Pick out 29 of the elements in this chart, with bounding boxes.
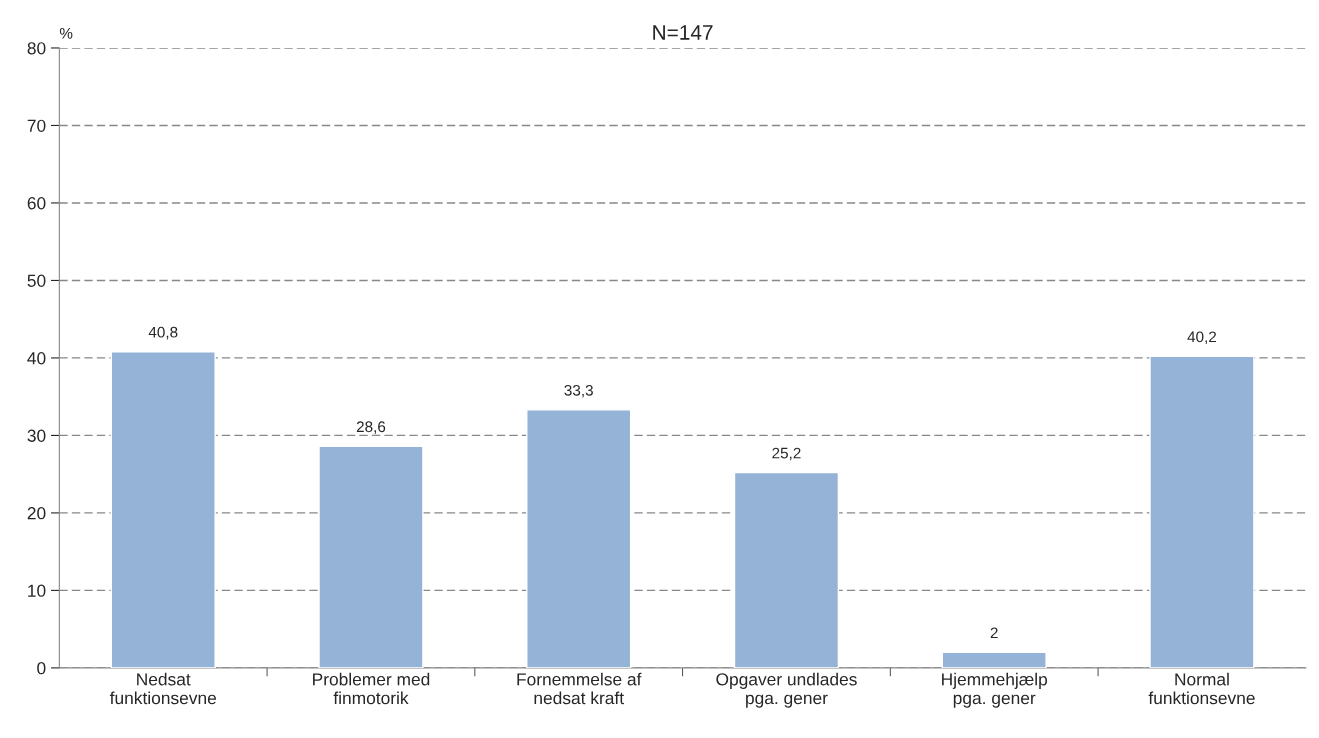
y-axis-title: % <box>59 28 73 39</box>
y-tick-label: 10 <box>28 584 46 597</box>
bar <box>733 471 840 668</box>
bar <box>1149 355 1255 668</box>
data-label: 25,2 <box>772 447 801 461</box>
bar <box>941 651 1047 668</box>
bar <box>318 445 424 668</box>
chart-title: N=147 <box>653 25 713 40</box>
y-tick-label: 60 <box>27 197 46 210</box>
x-tick-label: Normal funktionsevne <box>1148 672 1255 705</box>
y-tick-label: 40 <box>27 352 46 365</box>
x-tick-label: Hjemmehjælp pga. gener <box>942 672 1048 708</box>
data-label: 2 <box>990 627 998 639</box>
y-tick-label: 20 <box>27 507 46 520</box>
data-label: 33,3 <box>564 384 593 398</box>
data-label: 40,8 <box>148 326 178 340</box>
y-tick-label: 30 <box>27 429 46 442</box>
x-tick-label: Nedsat funktionsevne <box>109 672 217 705</box>
x-tick-label: Fornemmelse af nedsat kraft <box>517 672 642 705</box>
y-tick-label: 0 <box>37 662 46 675</box>
y-tick-label: 50 <box>27 274 46 287</box>
data-label: 40,2 <box>1187 331 1217 345</box>
x-tick-label: Problemer med finmotorik <box>313 672 430 705</box>
bar <box>110 351 216 668</box>
bar <box>526 409 632 668</box>
data-label: 28,6 <box>356 421 386 434</box>
y-tick-label: 70 <box>27 119 46 132</box>
y-tick-label: 80 <box>27 42 46 55</box>
x-tick-label: Opgaver undlades pga. gener <box>716 672 857 708</box>
